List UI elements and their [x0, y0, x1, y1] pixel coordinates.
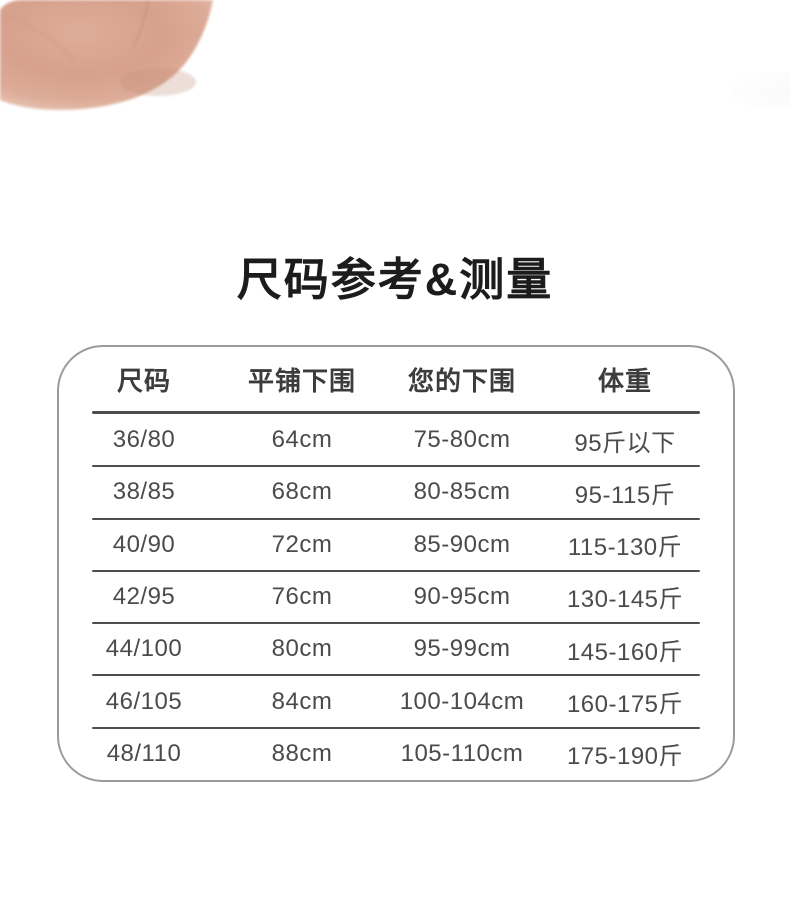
hand-photo-graphic: [0, 0, 213, 110]
table-cell: 105-110cm: [400, 739, 524, 767]
table-cell: 64cm: [271, 426, 333, 454]
header-divider: [92, 411, 700, 414]
table-cell: 88cm: [271, 739, 333, 767]
table-cell: 115-130斤: [567, 534, 683, 562]
palm-shadow: [120, 68, 196, 96]
table-cell: 95-99cm: [413, 635, 511, 663]
header-cell: 尺码: [116, 365, 171, 396]
table-row: 38/85 68cm 80-85cm 95-115斤: [59, 465, 733, 518]
table-cell: 95斤以下: [574, 429, 676, 457]
table-cell: 44/100: [105, 635, 183, 663]
table-row: 48/110 88cm 105-110cm 175-190斤: [59, 726, 733, 780]
table-row: 36/80 64cm 75-80cm 95斤以下: [59, 414, 733, 466]
table-cell: 160-175斤: [566, 691, 684, 719]
table-cell: 80-85cm: [413, 478, 511, 506]
table-cell: 36/80: [112, 426, 176, 454]
table-body: 36/80 64cm 75-80cm 95斤以下 38/85 68cm 80-85cm 95-…: [59, 414, 733, 780]
header-cell: 您的下围: [407, 365, 516, 396]
table-header-row: 尺码 平铺下围 您的下围 体重: [59, 347, 733, 411]
table-cell: 48/110: [106, 739, 182, 767]
header-cell: 平铺下围: [247, 365, 356, 396]
table-cell: 85-90cm: [413, 530, 511, 558]
table-cell: 145-160斤: [566, 638, 684, 666]
table-cell: 76cm: [271, 582, 333, 610]
table-cell: 90-95cm: [413, 582, 511, 610]
table-cell: 46/105: [105, 687, 183, 715]
table-cell: 40/90: [112, 530, 176, 558]
table-cell: 95-115斤: [574, 481, 676, 509]
table-row: 46/105 84cm 100-104cm 160-175斤: [59, 674, 733, 727]
size-table: 尺码 平铺下围 您的下围 体重 36/80 64cm 75-80cm 95斤以下 38/85 6…: [57, 345, 735, 782]
table-cell: 75-80cm: [413, 426, 511, 454]
table-cell: 38/85: [112, 478, 176, 506]
palm-silhouette: [0, 0, 213, 110]
table-cell: 42/95: [112, 582, 176, 610]
faint-photo-shadow: [730, 72, 790, 108]
palm-crease-2: [6, 14, 76, 62]
hand-photo: [0, 0, 240, 120]
table-cell: 72cm: [271, 530, 333, 558]
table-row: 40/90 72cm 85-90cm 115-130斤: [59, 517, 733, 571]
table-row: 44/100 80cm 95-99cm 145-160斤: [59, 622, 733, 675]
header-cell: 体重: [597, 365, 652, 396]
table-cell: 84cm: [271, 687, 333, 715]
table-cell: 80cm: [271, 635, 333, 663]
table-cell: 175-190斤: [566, 743, 684, 771]
palm-crease: [132, 1, 149, 47]
table-cell: 130-145斤: [566, 586, 684, 614]
page-title: 尺码参考&测量: [236, 254, 554, 305]
table-row: 42/95 76cm 90-95cm 130-145斤: [59, 569, 733, 623]
table-cell: 68cm: [271, 478, 333, 506]
table-cell: 100-104cm: [399, 687, 525, 715]
